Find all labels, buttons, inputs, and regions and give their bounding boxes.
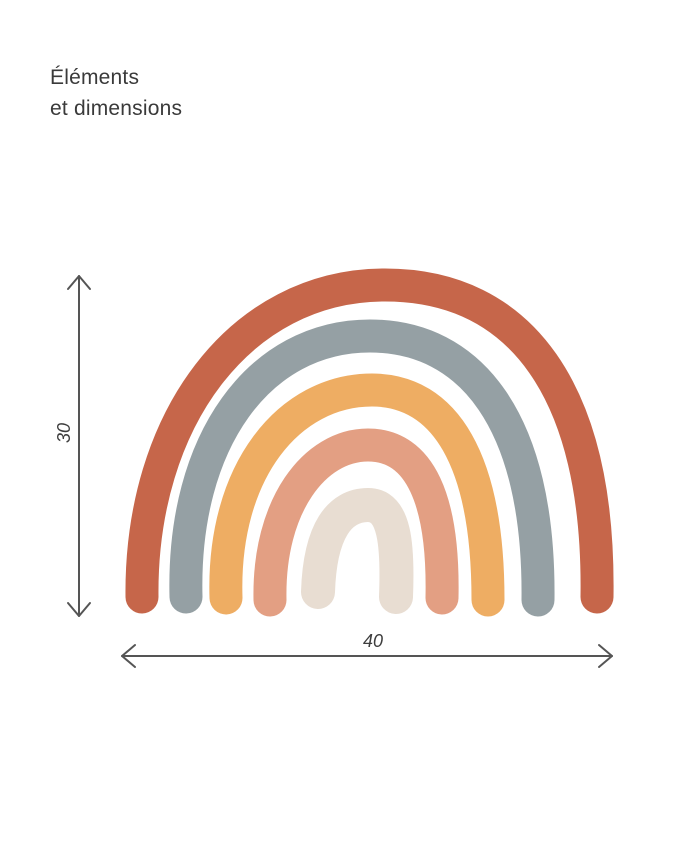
rainbow-band-fourth — [253, 428, 459, 617]
height-label: 30 — [54, 423, 74, 443]
rainbow-band-outer — [125, 268, 614, 614]
title-line-2: et dimensions — [50, 97, 183, 120]
width-dimension-arrow — [121, 644, 613, 668]
width-label: 40 — [363, 631, 383, 651]
rainbow-band-third — [209, 373, 505, 617]
rainbow-band-inner — [301, 487, 414, 614]
rainbow-band-second — [169, 319, 555, 617]
page-title: Éléments et dimensions — [50, 62, 182, 124]
title-line-1: Éléments — [50, 66, 140, 89]
height-dimension-arrow — [67, 275, 91, 617]
